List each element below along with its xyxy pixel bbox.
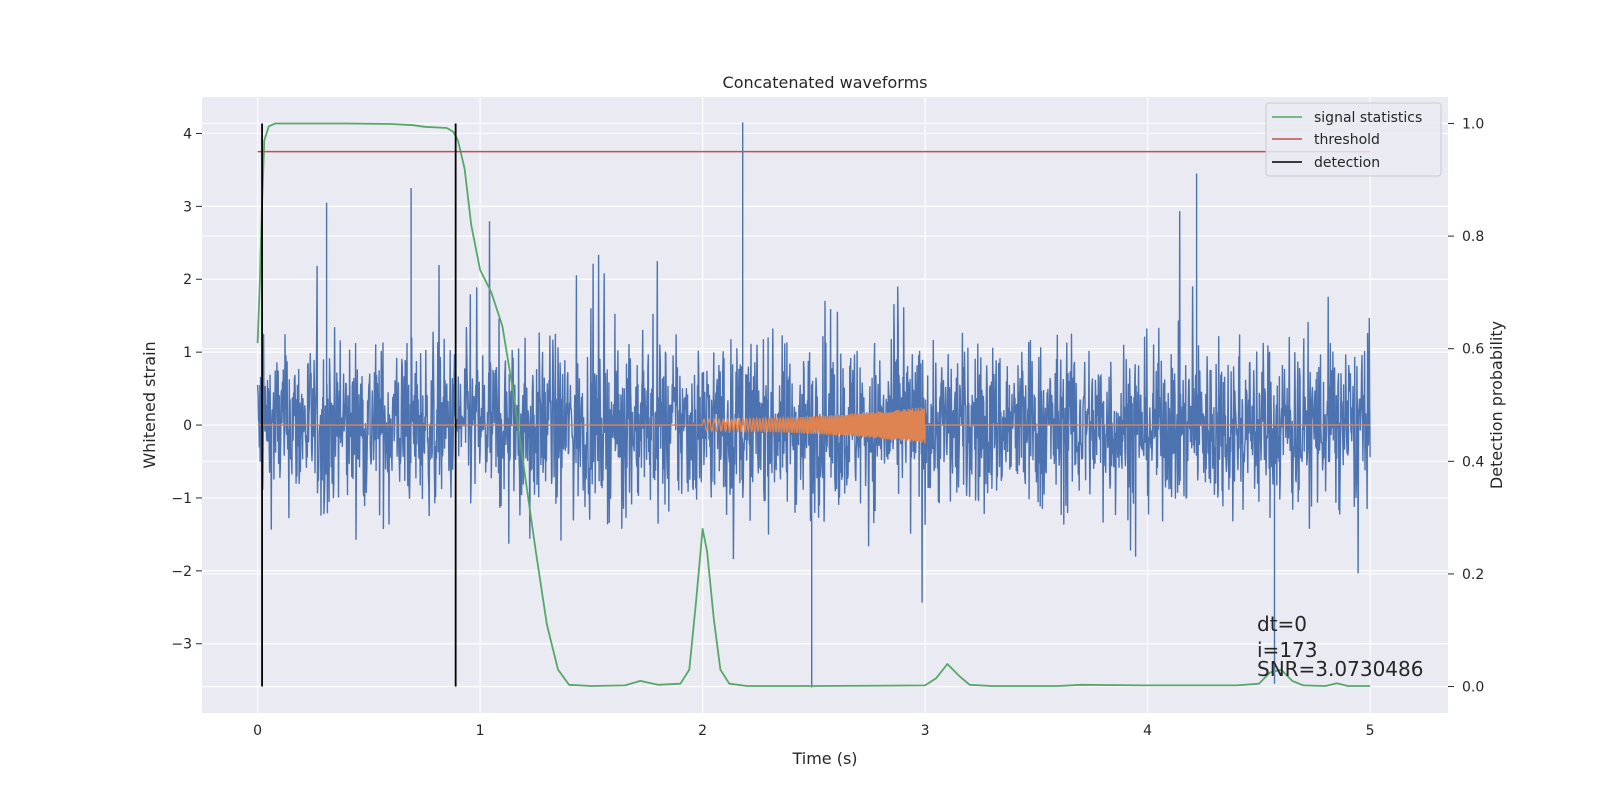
x-tick-label: 0 — [253, 723, 262, 739]
y2-tick-label: 0.0 — [1462, 680, 1484, 696]
y2-tick-label: 0.8 — [1462, 229, 1484, 245]
y2-tick-label: 1.0 — [1462, 116, 1484, 132]
legend-label-threshold: threshold — [1314, 132, 1380, 148]
left-ticks: 4 3 2 1 0 −1 −2 −3 — [171, 126, 202, 653]
annotation-index: i=173 — [1257, 638, 1318, 662]
x-ticks: 0 1 2 3 4 5 — [253, 723, 1374, 739]
y2-tick-label: 0.2 — [1462, 567, 1484, 583]
chart-title: Concatenated waveforms — [723, 73, 928, 92]
y-tick-label: −1 — [171, 491, 192, 507]
signal-statistics-line — [256, 122, 1371, 687]
y-tick-label: 4 — [183, 126, 192, 142]
x-axis-label: Time (s) — [791, 749, 857, 768]
template-series-line — [257, 407, 1371, 444]
template-layer — [257, 407, 1371, 444]
y-tick-label: −2 — [171, 564, 192, 580]
y-tick-label: 2 — [183, 272, 192, 288]
y-tick-label: 0 — [183, 418, 192, 434]
legend-label-signal-statistics: signal statistics — [1314, 110, 1422, 126]
y-tick-label: −3 — [171, 637, 192, 653]
x-tick-label: 5 — [1366, 723, 1375, 739]
x-tick-label: 2 — [698, 723, 707, 739]
annotations: dt=0 i=173 SNR=3.0730486 — [1257, 612, 1423, 681]
x-tick-label: 3 — [921, 723, 930, 739]
right-axis-series — [256, 122, 1371, 687]
legend: signal statistics threshold detection — [1265, 102, 1442, 177]
annotation-snr: SNR=3.0730486 — [1257, 657, 1423, 681]
y2-tick-label: 0.4 — [1462, 454, 1484, 470]
y-tick-label: 3 — [183, 199, 192, 215]
y-axis-label: Whitened strain — [140, 341, 159, 468]
x-tick-label: 1 — [476, 723, 485, 739]
legend-label-detection: detection — [1314, 155, 1380, 171]
right-ticks: 1.0 0.8 0.6 0.4 0.2 0.0 — [1448, 116, 1484, 696]
y2-axis-label: Detection probability — [1487, 321, 1506, 489]
legend-box — [1265, 102, 1442, 177]
annotation-dt: dt=0 — [1257, 612, 1307, 636]
x-tick-label: 4 — [1143, 723, 1152, 739]
y-tick-label: 1 — [183, 345, 192, 361]
y2-tick-label: 0.6 — [1462, 342, 1484, 358]
